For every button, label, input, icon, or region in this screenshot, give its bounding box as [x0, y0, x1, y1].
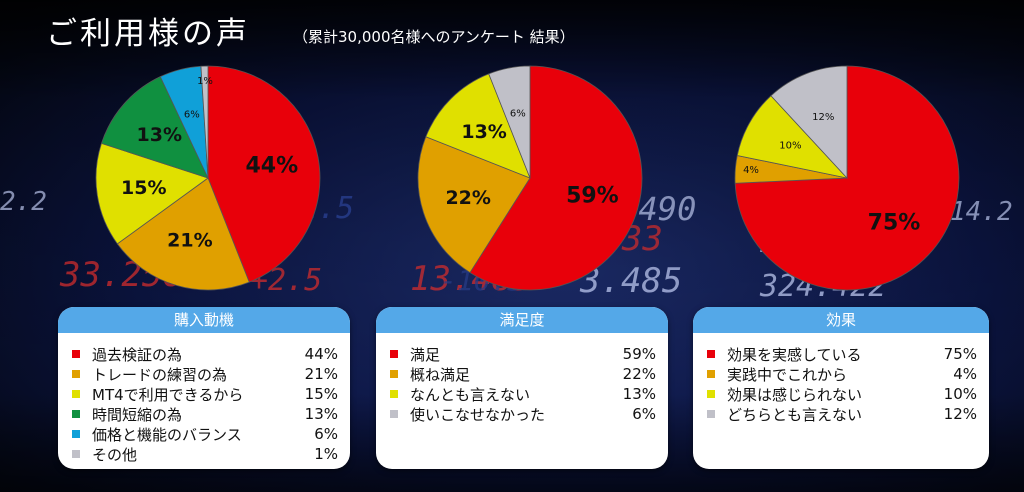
legend-row: 満足 59%	[390, 344, 656, 364]
pie-slice-label: 22%	[445, 187, 490, 209]
legend-swatch	[72, 410, 80, 418]
pie-slice-label: 12%	[812, 112, 834, 123]
pie-slice	[207, 65, 321, 283]
legend-row: 使いこなせなかった 6%	[390, 404, 656, 424]
legend-header-effect: 効果	[693, 307, 989, 333]
legend-label: 使いこなせなかった	[410, 405, 546, 424]
legend-row: 効果は感じられない 10%	[707, 384, 977, 404]
pie-slice-label: 21%	[167, 229, 212, 251]
pie-chart-satisfaction: 59% 22% 13% 6%	[417, 65, 643, 291]
pie-slice	[469, 65, 643, 291]
legend-swatch	[390, 350, 398, 358]
legend-percent: 75%	[943, 345, 977, 363]
legend-swatch	[72, 430, 80, 438]
legend-percent: 59%	[622, 345, 656, 363]
legend-percent: 13%	[304, 405, 338, 423]
pie-slice-label: 1%	[197, 76, 213, 87]
pie-slice-label: 59%	[566, 184, 619, 209]
legend-swatch	[707, 370, 715, 378]
pie-slice	[770, 65, 848, 180]
legend-label: 時間短縮の為	[92, 405, 183, 424]
legend-percent: 10%	[943, 385, 977, 403]
legend-label: どちらとも言えない	[727, 405, 863, 424]
pie-slice	[95, 142, 209, 245]
legend-swatch	[72, 450, 80, 458]
pie-slice-label: 6%	[510, 109, 526, 120]
legend-percent: 21%	[304, 365, 338, 383]
pie-slice	[116, 177, 250, 291]
pie-slice	[488, 65, 531, 179]
legend-swatch	[390, 390, 398, 398]
legend-row: 価格と機能のバランス 6%	[72, 424, 338, 444]
legend-label: その他	[92, 445, 138, 464]
legend-percent: 44%	[304, 345, 338, 363]
legend-row: なんとも言えない 13%	[390, 384, 656, 404]
legend-label: 概ね満足	[410, 365, 471, 384]
legend-label: 実践中でこれから	[727, 365, 848, 384]
legend-percent: 6%	[632, 405, 656, 423]
pie-slice	[417, 136, 531, 274]
pie-slice-label: 13%	[461, 121, 506, 143]
legend-percent: 13%	[622, 385, 656, 403]
legend-percent: 1%	[314, 445, 338, 463]
legend-row: トレードの練習の為 21%	[72, 364, 338, 384]
pie-slice-label: 13%	[137, 124, 182, 146]
page-subtitle: （累計30,000名様へのアンケート 結果）	[293, 28, 575, 46]
legend-row: 概ね満足 22%	[390, 364, 656, 384]
legend-row: MT4で利用できるから 15%	[72, 384, 338, 404]
legend-row: 過去検証の為 44%	[72, 344, 338, 364]
pie-slice-label: 6%	[184, 110, 200, 121]
legend-row: どちらとも言えない 12%	[707, 404, 977, 424]
legend-percent: 15%	[304, 385, 338, 403]
page-title: ご利用様の声	[46, 16, 250, 52]
legend-panel-satisfaction: 満足度 満足 59% 概ね満足 22% なんとも言えない 13% 使いこなせなかった 6%	[376, 307, 668, 469]
pie-slice-label: 15%	[121, 177, 166, 199]
pie-chart-purchase-motive: 44% 21% 15% 13%6% 1%	[95, 65, 321, 291]
legend-swatch	[390, 370, 398, 378]
legend-swatch	[72, 390, 80, 398]
legend-row: その他 1%	[72, 444, 338, 464]
legend-row: 効果を実感している 75%	[707, 344, 977, 364]
legend-swatch	[72, 350, 80, 358]
pie-slice-label: 10%	[779, 141, 801, 152]
pie-slice-label: 4%	[743, 165, 759, 176]
legend-label: トレードの練習の為	[92, 365, 228, 384]
pie-slice	[100, 76, 209, 179]
legend-swatch	[707, 410, 715, 418]
legend-percent: 6%	[314, 425, 338, 443]
pie-slice	[200, 65, 209, 179]
pie-slice-label: 44%	[245, 153, 298, 178]
legend-header-satisfaction: 満足度	[376, 307, 668, 333]
legend-label: MT4で利用できるから	[92, 385, 244, 404]
legend-swatch	[707, 350, 715, 358]
legend-swatch	[390, 410, 398, 418]
legend-swatch	[72, 370, 80, 378]
legend-label: なんとも言えない	[410, 385, 531, 404]
legend-swatch	[707, 390, 715, 398]
legend-panel-effect: 効果 効果を実感している 75% 実践中でこれから 4% 効果は感じられない 10% どちら…	[693, 307, 989, 469]
pie-slice	[425, 73, 531, 179]
pie-chart-effect: 75% 4% 10% 12%	[734, 65, 960, 291]
legend-panel-purchase-motive: 購入動機 過去検証の為 44% トレードの練習の為 21% MT4で利用できるから 15%…	[58, 307, 350, 469]
legend-label: 効果は感じられない	[727, 385, 863, 404]
legend-label: 効果を実感している	[727, 345, 862, 364]
legend-label: 価格と機能のバランス	[92, 425, 242, 444]
legend-percent: 12%	[943, 405, 977, 423]
legend-row: 時間短縮の為 13%	[72, 404, 338, 424]
pie-slice-label: 75%	[868, 210, 921, 235]
legend-header-purchase-motive: 購入動機	[58, 307, 350, 333]
legend-percent: 22%	[622, 365, 656, 383]
legend-percent: 4%	[953, 365, 977, 383]
legend-label: 満足	[410, 345, 441, 364]
legend-row: 実践中でこれから 4%	[707, 364, 977, 384]
legend-label: 過去検証の為	[92, 345, 183, 364]
